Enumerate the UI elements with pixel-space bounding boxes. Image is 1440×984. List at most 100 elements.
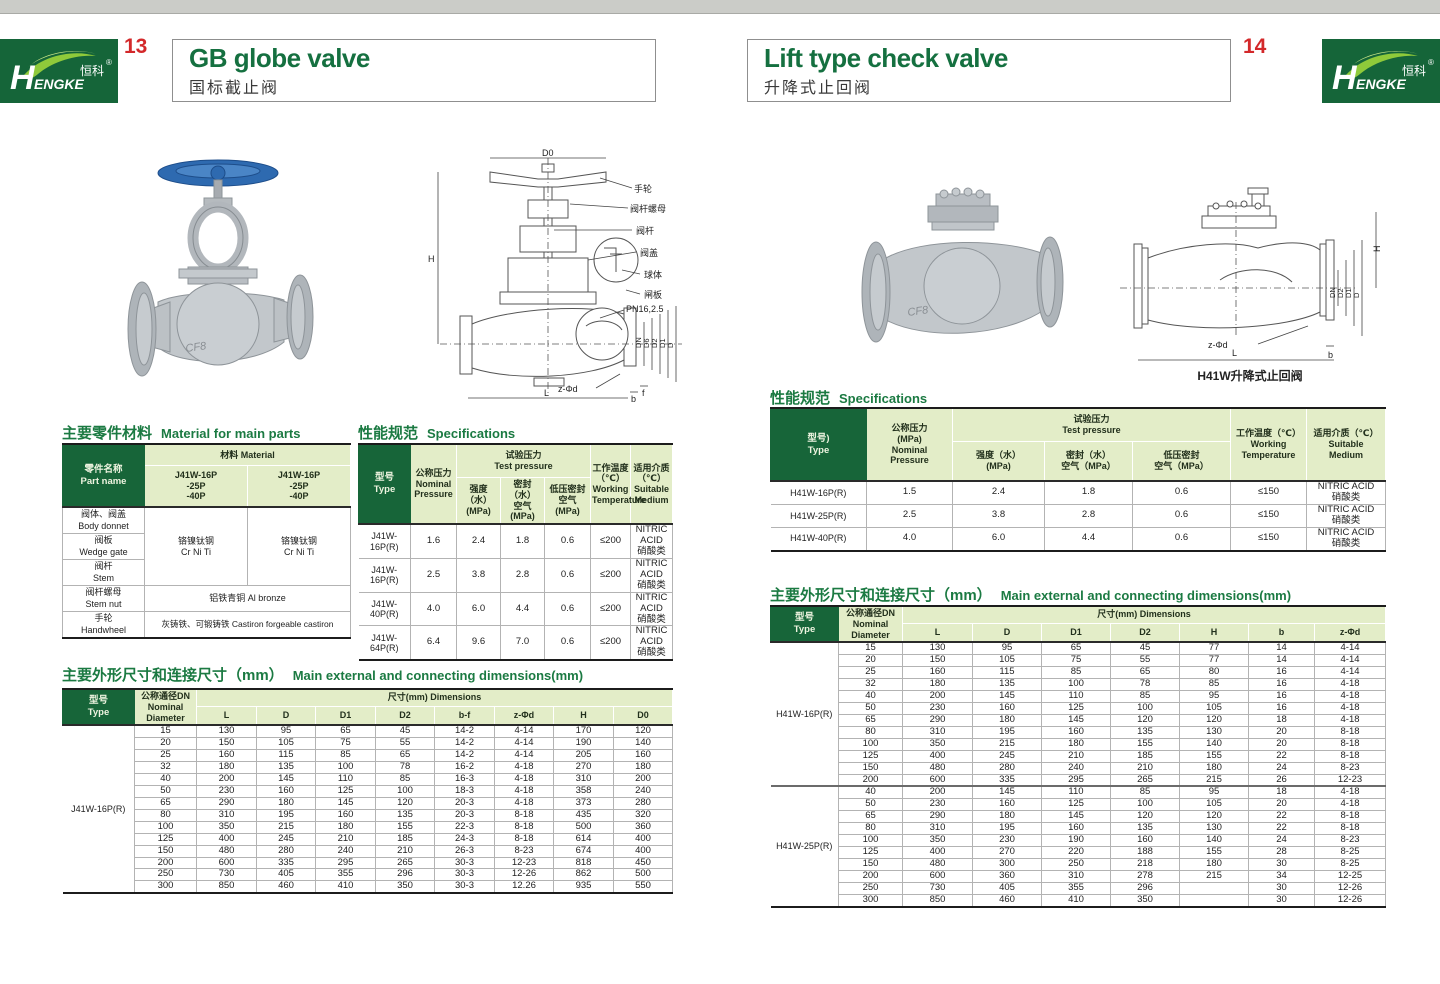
cell: 65 (134, 796, 197, 810)
cell: 30-3 (434, 868, 495, 882)
cell: 14-2 (434, 724, 495, 739)
cell: 3.8 (952, 503, 1045, 528)
table-row: H41W-25P(R) 40 200 145 110 85 95 18 4-18 (770, 785, 1387, 908)
cell: 180 (972, 713, 1042, 727)
table-row: 40 200 145 110 85 95 16 4-18 (771, 690, 1387, 703)
cell: 105 (972, 654, 1042, 668)
logo-zh: 恒科 (80, 64, 104, 78)
cell: H41W-40P(R) (770, 526, 867, 552)
flange-dim-d: D (666, 342, 675, 348)
section-title-dimensions: 主要外形尺寸和连接尺寸（mm） Main external and connect… (62, 664, 583, 685)
cell-material: 铝铁青铜 Al bronze (143, 585, 352, 612)
cell: 185 (1110, 749, 1180, 763)
header-medium: 适用介质 （℃） Suitable Medium (630, 443, 673, 525)
cell: 8-18 (1313, 810, 1387, 824)
logo-initial: H (10, 59, 36, 97)
cell: 1.8 (500, 523, 545, 559)
table-row: 250 730 405 355 296 30-3 12-26 862 500 (63, 868, 674, 882)
cell: 350 (196, 820, 257, 834)
cell: 65 (315, 724, 376, 739)
callout-bonnet: 阀盖 (640, 247, 658, 258)
cell: 135 (972, 678, 1042, 692)
cell: 40 (134, 773, 197, 786)
cell: 350 (1110, 893, 1180, 908)
table-row: 20 150 105 75 55 77 14 4-14 (771, 654, 1387, 668)
check-valve-photo: CF8 (852, 182, 1072, 367)
specifications-table: 型号) Type 公称压力 (MPa) Nominal Pressure 试验压… (770, 407, 1386, 552)
cell-part: 阀板 Wedge gate (62, 533, 145, 560)
cell: 105 (1179, 798, 1249, 812)
logo-word: ENGKE (1356, 76, 1406, 92)
hengke-logo: H ENGKE 恒科 ® (1322, 39, 1440, 103)
cell: 80 (1179, 666, 1249, 680)
table-row: 25 160 115 85 65 80 16 4-14 (771, 666, 1387, 680)
cell: 205 (553, 749, 614, 763)
cell: 80 (838, 725, 903, 739)
cell: 15 (838, 641, 903, 656)
header-nominal-diameter: 公称通径DN Nominal Diameter (134, 688, 197, 726)
dimensions-table: 型号 Type 公称通径DN Nominal Diameter 尺寸(mm) D… (770, 605, 1387, 908)
cell: 240 (315, 844, 376, 858)
cell: 4.4 (500, 591, 545, 627)
cell: 230 (902, 798, 973, 812)
cell: 16 (1248, 702, 1315, 715)
cell: H41W-25P(R) (770, 503, 867, 528)
table-row: J41W-16P(R) 15 130 95 65 45 14-2 4-14 170 120 (62, 724, 674, 894)
cell: 155 (1110, 737, 1180, 751)
cell: 85 (375, 773, 435, 786)
flange-dim-dn: DN (1328, 287, 1337, 298)
page-title-block: Lift type check valve 升降式止回阀 (747, 39, 1231, 102)
cell: 8-18 (1313, 737, 1387, 751)
cell: 335 (972, 773, 1042, 787)
cell: 400 (902, 846, 973, 859)
cell: 75 (1041, 654, 1111, 668)
header-column: b-f (434, 705, 495, 726)
cell: 6.4 (410, 625, 457, 661)
table-row: 阀杆螺母 Stem nut 铝铁青铜 Al bronze (62, 585, 352, 612)
cell: 65 (1041, 641, 1111, 656)
cell: 8-18 (494, 808, 554, 822)
cell: 2.4 (952, 480, 1045, 505)
cell: 8-23 (494, 844, 554, 858)
header-low-pressure: 低压密封 空气（MPa） (1132, 441, 1231, 482)
cell: ≤200 (590, 523, 631, 559)
cell: 34 (1248, 869, 1315, 883)
cell: 730 (196, 868, 257, 882)
cell: 320 (612, 808, 674, 822)
cell: 25 (134, 749, 197, 763)
cell: 40 (838, 785, 903, 800)
cell: 22-3 (434, 820, 495, 834)
cell: 32 (838, 678, 903, 692)
cell: 4.4 (1044, 526, 1133, 552)
cell: 150 (196, 737, 257, 751)
cell: 30 (1248, 893, 1315, 908)
cell: 373 (553, 796, 614, 810)
cell: 8-23 (1313, 834, 1387, 848)
leaf-icon (24, 53, 96, 79)
cell: 265 (1110, 773, 1180, 787)
header-column: H (1179, 622, 1249, 643)
cell: 730 (902, 881, 973, 895)
page-number: 14 (1243, 35, 1267, 58)
cell: 120 (1110, 713, 1180, 727)
cell: ≤200 (590, 591, 631, 627)
cell: 40 (838, 690, 903, 703)
cell: 160 (972, 798, 1042, 812)
header-column: D1 (315, 705, 376, 726)
dim-label-h: H (428, 254, 435, 264)
cell: 360 (612, 820, 674, 834)
cell: 350 (902, 834, 973, 848)
callout-stem-nut: 阀杆螺母 (630, 203, 666, 214)
section-title-specs: 性能规范 Specifications (358, 422, 515, 443)
cell: 125 (838, 846, 903, 859)
cell: 300 (134, 880, 197, 894)
cell: 195 (256, 808, 316, 822)
section-title-en: Specifications (427, 426, 516, 441)
cell: 160 (612, 749, 674, 763)
section-title-zh: 性能规范 (770, 390, 831, 407)
cell: 4-14 (494, 737, 554, 751)
cell: 145 (315, 796, 376, 810)
hengke-logo-icon: H ENGKE 恒科 ® (1322, 39, 1440, 103)
cell: 190 (1041, 834, 1111, 848)
cell-part: 手轮 Handwheel (62, 611, 145, 639)
